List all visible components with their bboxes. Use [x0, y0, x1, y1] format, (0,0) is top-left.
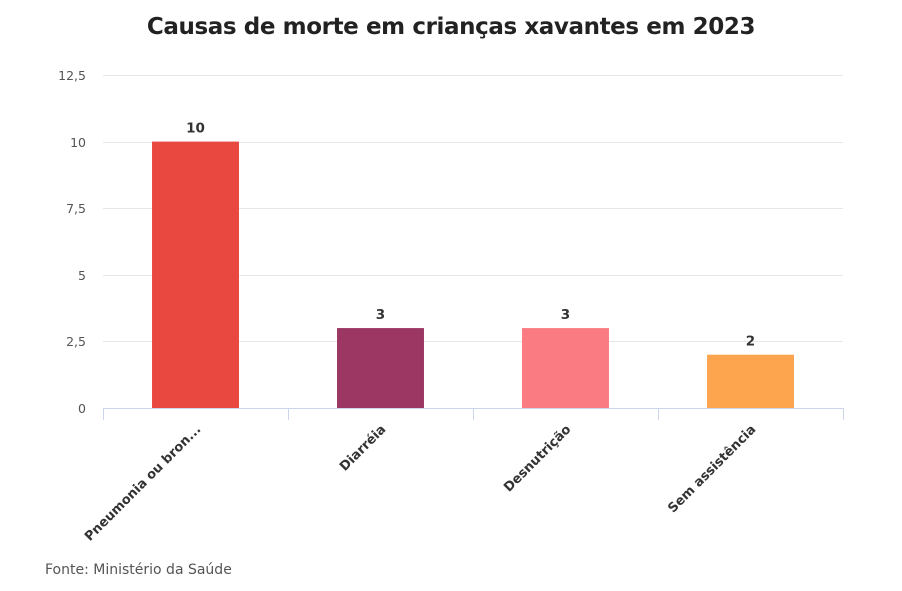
x-tick-label: Pneumonia ou bron... [82, 422, 204, 544]
x-tick-label: Sem assistência [665, 422, 759, 516]
data-label: 3 [376, 307, 385, 323]
y-axis-ticks: 0 2,5 5 7,5 10 12,5 [58, 68, 86, 416]
data-label: 10 [186, 121, 205, 137]
y-tick-label: 2,5 [66, 334, 86, 349]
y-tick-label: 12,5 [58, 68, 86, 83]
bar [337, 328, 424, 408]
y-tick-label: 7,5 [66, 201, 86, 216]
bar [522, 328, 609, 408]
bars [152, 141, 794, 408]
x-tick-label: Desnutrição [501, 422, 574, 495]
x-axis: Pneumonia ou bron... Diarréia Desnutrição S… [82, 408, 844, 544]
y-tick-label: 0 [78, 401, 86, 416]
source-note: Fonte: Ministério da Saúde [45, 562, 232, 578]
chart-title: Causas de morte em crianças xavantes em … [146, 14, 756, 40]
data-label: 3 [561, 307, 570, 323]
bar [152, 141, 239, 408]
bar [707, 354, 794, 408]
y-tick-label: 10 [70, 135, 86, 150]
y-tick-label: 5 [78, 268, 86, 283]
data-labels: 10 3 3 2 [186, 121, 755, 350]
data-label: 2 [746, 334, 755, 350]
x-tick-label: Diarréia [337, 422, 389, 474]
